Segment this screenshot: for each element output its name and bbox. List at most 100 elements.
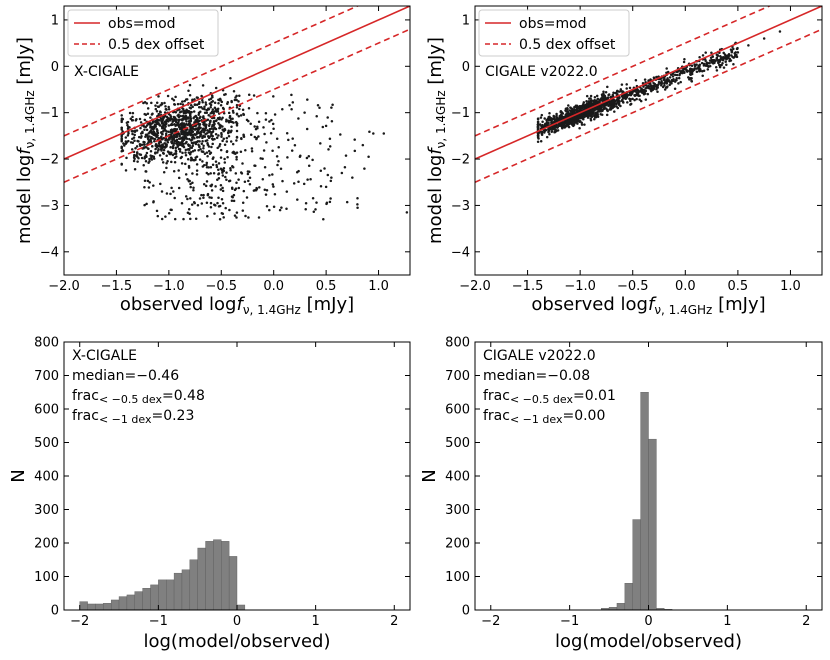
- data-point: [612, 103, 615, 106]
- data-point: [217, 134, 220, 137]
- data-point: [214, 86, 218, 90]
- data-point: [187, 111, 190, 114]
- data-point: [235, 98, 238, 102]
- data-point: [204, 101, 207, 104]
- data-point: [218, 217, 222, 221]
- data-point: [231, 117, 234, 120]
- data-point: [184, 173, 188, 176]
- data-point: [162, 146, 165, 149]
- data-point: [640, 87, 643, 91]
- data-point: [248, 176, 252, 179]
- data-point: [198, 116, 201, 120]
- data-point: [305, 156, 309, 160]
- data-point: [192, 116, 195, 120]
- data-point: [698, 70, 701, 73]
- data-point: [195, 140, 199, 144]
- data-point: [558, 124, 562, 127]
- data-point: [131, 111, 135, 115]
- data-point: [646, 92, 650, 96]
- data-point: [205, 163, 208, 167]
- data-point: [638, 98, 641, 101]
- data-point: [197, 129, 200, 132]
- data-point: [215, 165, 219, 169]
- data-point: [149, 116, 152, 119]
- data-point: [620, 83, 624, 86]
- data-point: [218, 126, 222, 130]
- data-point: [262, 126, 265, 129]
- data-point: [202, 115, 205, 118]
- data-point: [221, 125, 224, 128]
- data-point: [226, 102, 229, 106]
- data-point: [270, 118, 273, 122]
- data-point: [195, 130, 199, 134]
- data-point: [122, 142, 125, 145]
- data-point: [126, 134, 130, 137]
- data-point: [297, 117, 300, 120]
- data-point: [326, 173, 330, 177]
- data-point: [154, 107, 158, 111]
- data-point: [639, 89, 643, 93]
- data-point: [629, 98, 632, 101]
- data-point: [603, 95, 607, 98]
- data-point: [297, 169, 300, 173]
- data-point: [185, 122, 188, 126]
- data-point: [322, 217, 325, 221]
- data-point: [634, 78, 638, 82]
- data-point: [155, 101, 159, 104]
- data-point: [625, 87, 628, 90]
- data-point: [172, 137, 176, 141]
- data-point: [163, 127, 166, 130]
- data-point: [702, 69, 706, 72]
- data-point: [219, 99, 222, 102]
- data-point: [182, 143, 185, 147]
- data-point: [174, 146, 178, 150]
- data-point: [264, 118, 268, 121]
- data-point: [686, 70, 689, 73]
- data-point: [344, 154, 348, 157]
- histogram-bar: [95, 603, 104, 610]
- data-point: [218, 143, 222, 146]
- data-point: [705, 62, 708, 66]
- data-point: [155, 146, 159, 149]
- data-point: [150, 127, 154, 130]
- data-point: [257, 216, 261, 219]
- data-point: [160, 147, 163, 150]
- data-point: [216, 178, 219, 181]
- y-tick-label: 200: [445, 537, 470, 552]
- x-tick-label: −0.5: [617, 279, 649, 294]
- data-point: [668, 83, 671, 87]
- data-point: [678, 72, 682, 75]
- data-point: [132, 159, 136, 163]
- data-point: [171, 145, 175, 148]
- data-point: [356, 196, 359, 200]
- data-point: [268, 174, 271, 177]
- data-point: [343, 165, 347, 169]
- histogram-bar: [87, 603, 96, 610]
- data-point: [271, 122, 275, 126]
- data-point: [230, 129, 233, 132]
- data-point: [188, 124, 192, 127]
- data-point: [235, 139, 238, 142]
- data-point: [132, 136, 136, 139]
- data-point: [170, 132, 173, 136]
- x-tick-label: −2.0: [459, 279, 491, 294]
- data-point: [168, 136, 172, 139]
- data-point: [195, 136, 199, 139]
- data-point: [598, 98, 601, 102]
- x-tick-label: 1.0: [780, 279, 801, 294]
- y-tick-label: −3: [451, 199, 470, 214]
- data-point: [747, 44, 750, 47]
- data-point: [184, 136, 187, 140]
- data-point: [243, 180, 247, 183]
- data-point: [235, 106, 239, 109]
- data-point: [215, 136, 219, 140]
- data-point: [179, 102, 182, 106]
- data-point: [225, 178, 228, 182]
- data-point: [144, 135, 147, 139]
- data-point: [182, 145, 186, 149]
- data-point: [177, 119, 181, 122]
- x-tick-label: −1: [149, 614, 168, 629]
- data-point: [219, 148, 223, 152]
- data-point: [736, 51, 740, 54]
- data-point: [189, 115, 192, 119]
